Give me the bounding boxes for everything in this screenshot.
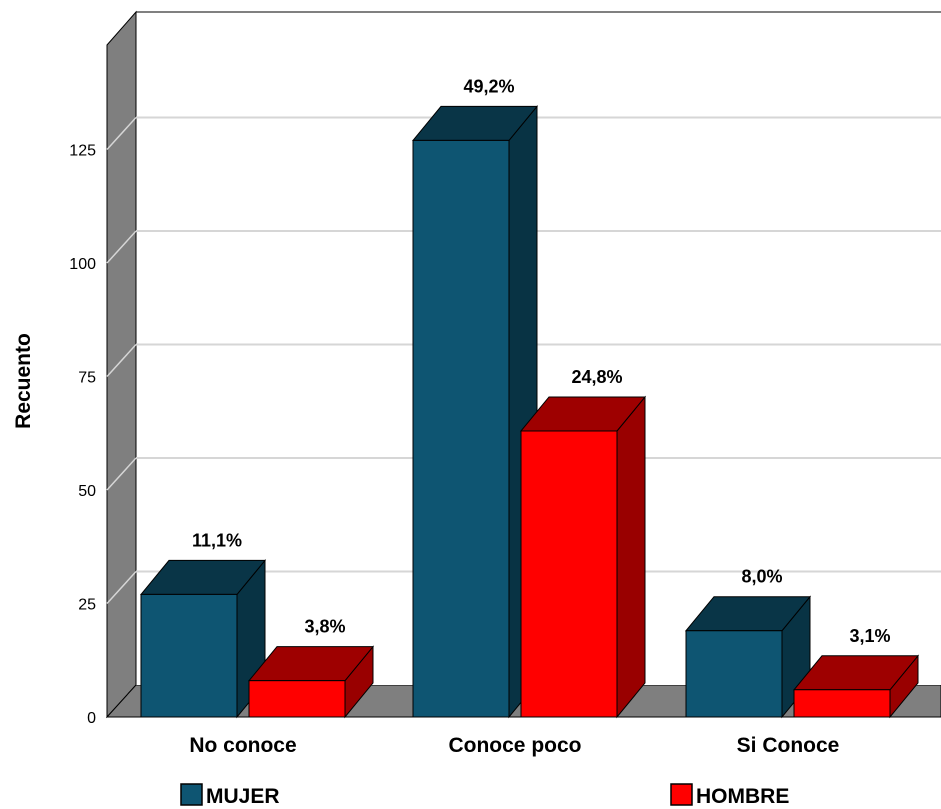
y-tick-label: 75 — [78, 370, 96, 387]
gridline-side — [106, 116, 137, 151]
bar-front — [140, 593, 238, 718]
gridline-side — [106, 570, 137, 605]
bar — [411, 105, 539, 719]
y-axis-label: Recuento — [12, 333, 35, 429]
legend-item: HOMBRE — [670, 783, 789, 808]
data-label: 24,8% — [571, 367, 622, 387]
bar-front — [248, 680, 346, 718]
legend-label: MUJER — [206, 785, 280, 808]
y-tick-label: 125 — [69, 143, 96, 160]
bars — [139, 105, 920, 719]
bar-front — [793, 689, 891, 718]
bar — [519, 395, 647, 719]
left-wall — [106, 10, 137, 719]
bar-front — [685, 630, 783, 718]
x-category-label: No conoce — [189, 734, 296, 757]
y-axis-ticks: 0 25 50 75 100 125 — [69, 143, 96, 728]
legend-label: HOMBRE — [696, 785, 789, 808]
y-tick-label: 0 — [87, 710, 96, 727]
x-axis-categories: No conoce Conoce poco Si Conoce — [189, 734, 839, 757]
legend-swatch — [670, 783, 693, 806]
bar — [139, 559, 267, 719]
bar — [247, 645, 375, 719]
data-labels: 11,1% 3,8% 49,2% 24,8% 8,0% 3,1% — [192, 76, 891, 645]
gridline-side — [106, 457, 137, 491]
data-label: 8,0% — [741, 567, 782, 587]
y-tick-label: 50 — [78, 483, 96, 500]
legend: MUJER HOMBRE — [180, 783, 789, 808]
bar-front — [520, 430, 618, 718]
y-tick-label: 100 — [69, 256, 96, 273]
bar-front — [412, 139, 510, 718]
bar-side — [616, 395, 646, 719]
legend-item: MUJER — [180, 783, 280, 808]
data-label: 49,2% — [463, 76, 514, 96]
data-label: 11,1% — [192, 530, 242, 550]
legend-swatch — [180, 783, 203, 806]
x-category-label: Conoce poco — [448, 734, 581, 757]
bar — [684, 595, 812, 719]
x-category-label: Si Conoce — [737, 734, 840, 757]
gridline-side — [106, 230, 137, 264]
bar — [792, 654, 920, 719]
gridline-side — [106, 343, 137, 378]
data-label: 3,1% — [849, 626, 890, 646]
y-tick-label: 25 — [78, 597, 96, 614]
data-label: 3,8% — [304, 617, 345, 637]
